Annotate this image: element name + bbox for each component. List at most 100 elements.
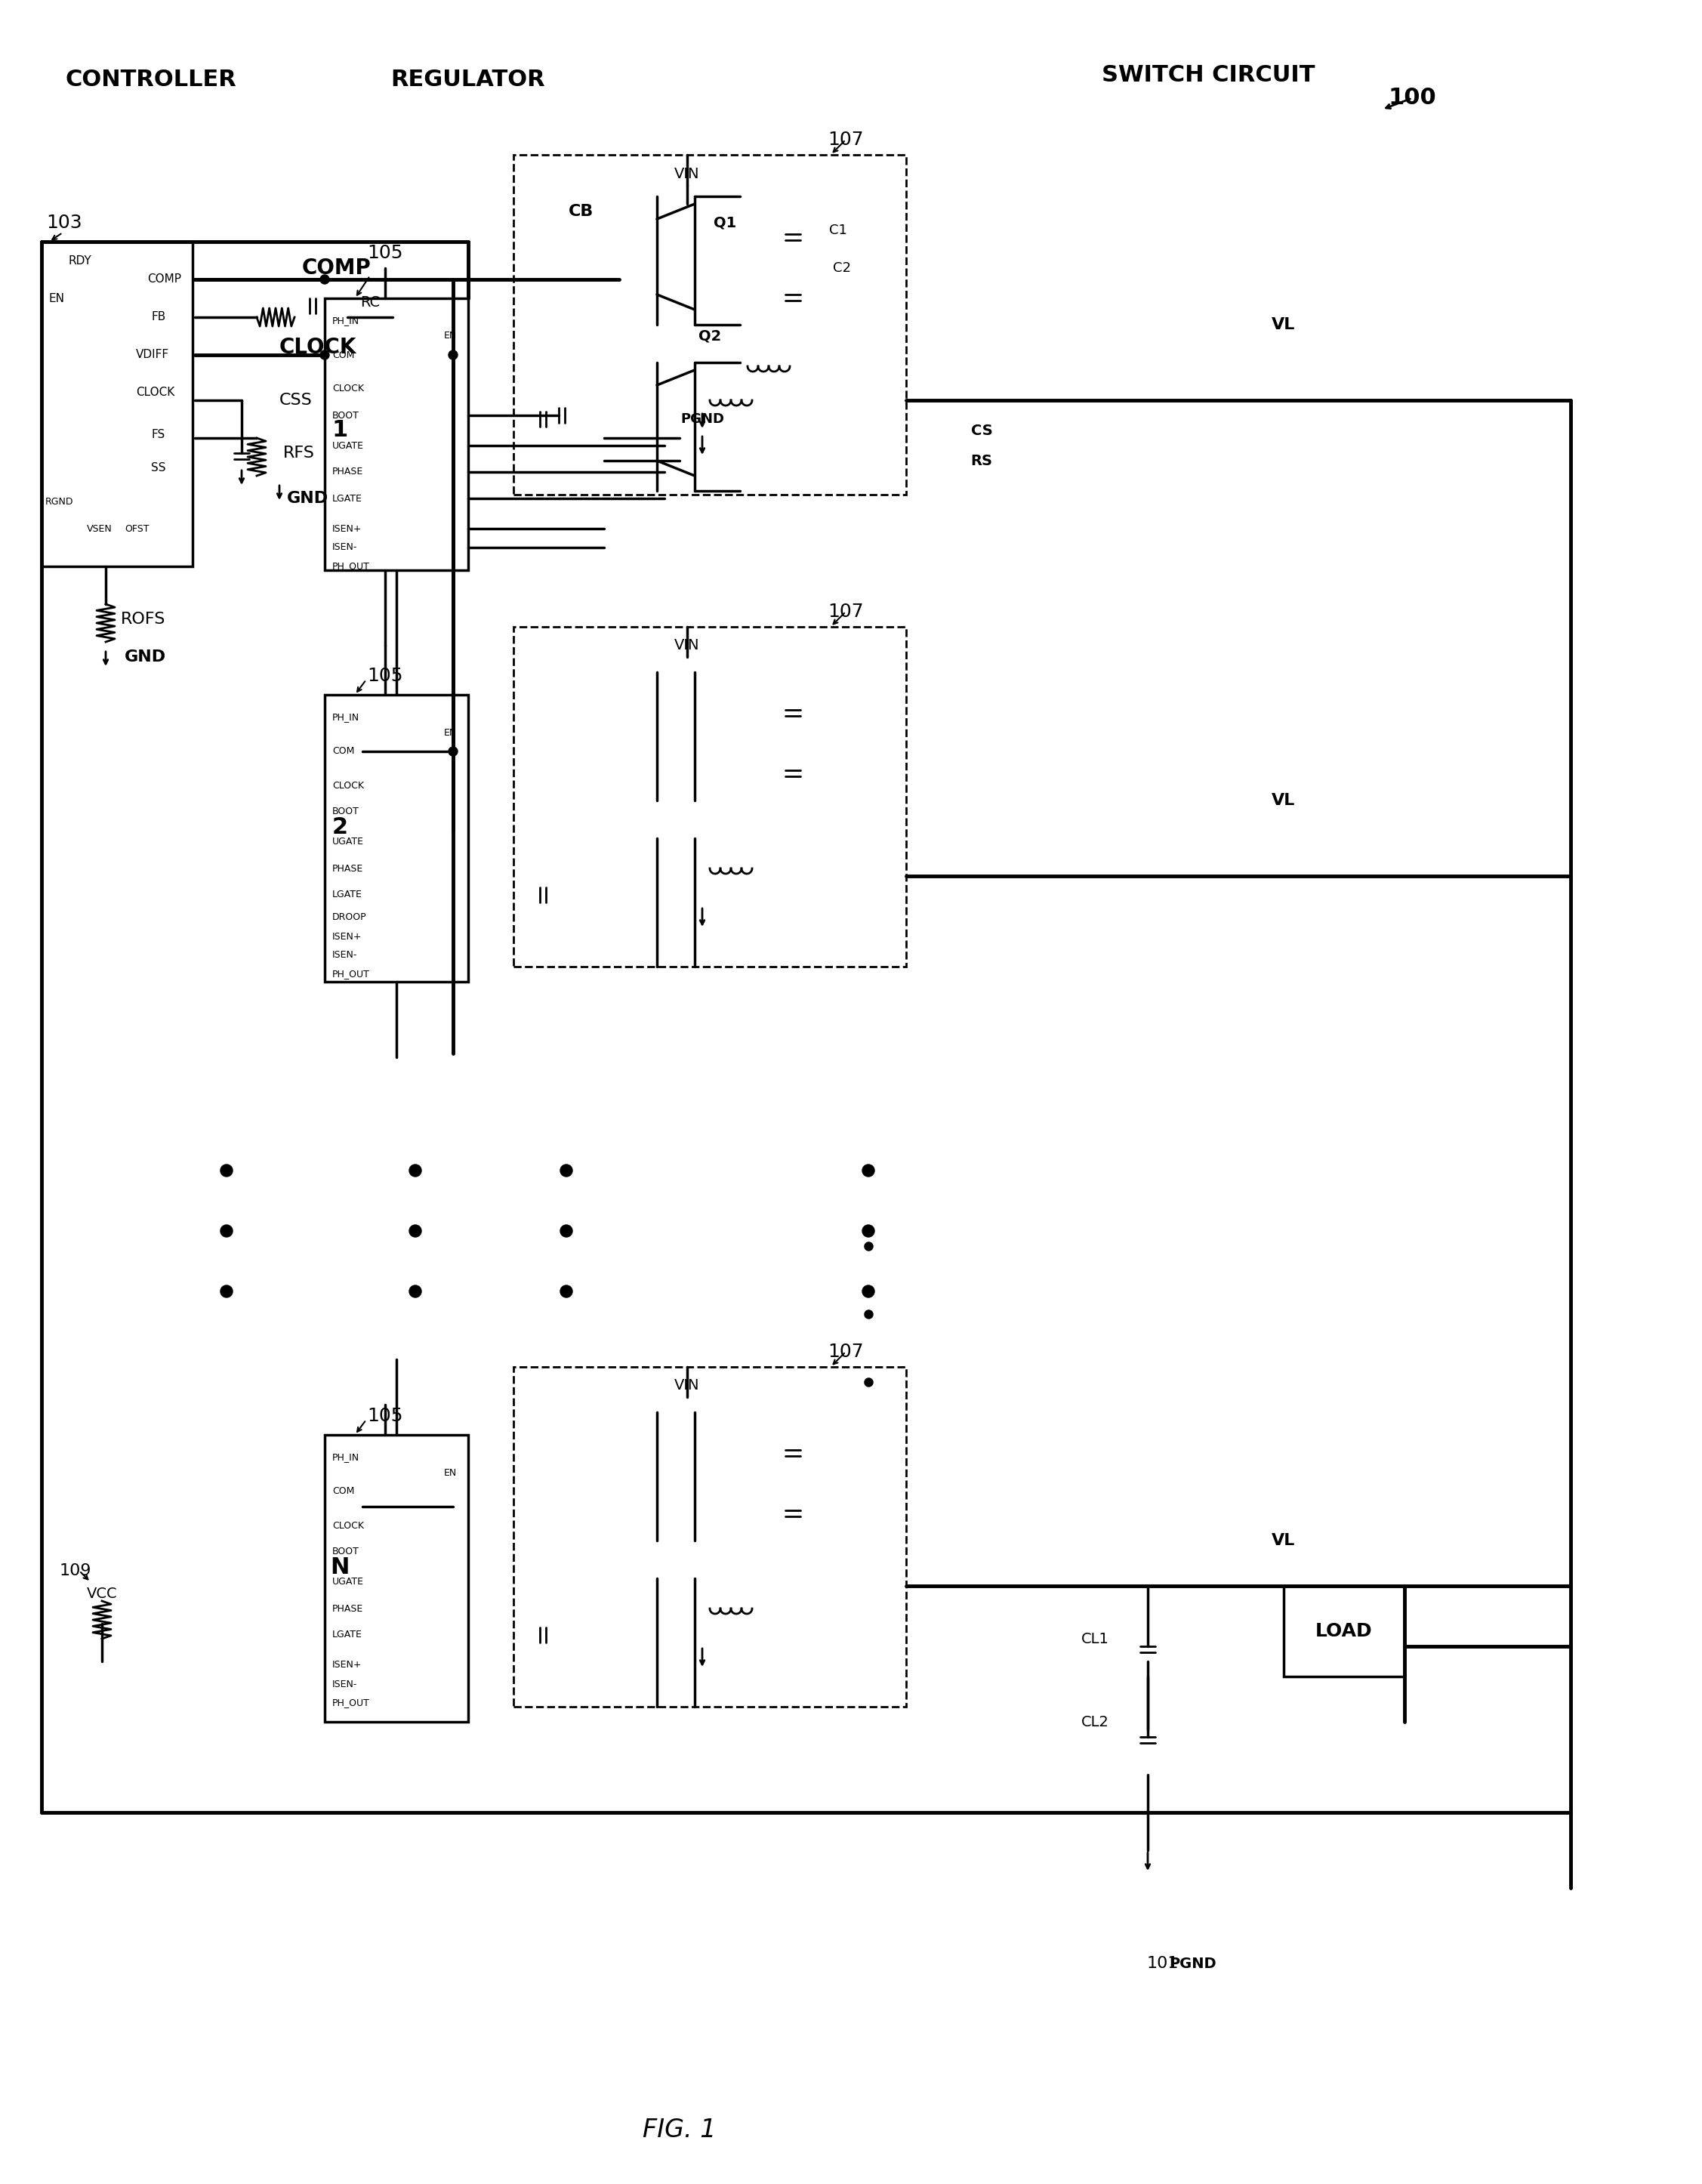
Text: 105: 105 xyxy=(368,245,403,262)
Text: RC: RC xyxy=(361,295,380,310)
Text: VIN: VIN xyxy=(674,166,700,181)
Bar xyxy=(325,695,468,983)
Text: PH_OUT: PH_OUT xyxy=(332,970,369,978)
Text: COMP: COMP xyxy=(301,258,371,280)
Bar xyxy=(41,242,192,566)
Text: PH_OUT: PH_OUT xyxy=(332,561,369,572)
Text: ISEN+: ISEN+ xyxy=(332,524,363,533)
Text: 109: 109 xyxy=(60,1564,92,1579)
Text: VL: VL xyxy=(1271,317,1295,332)
Text: RFS: RFS xyxy=(283,446,315,461)
Text: COM: COM xyxy=(332,1487,354,1496)
Text: CSS: CSS xyxy=(279,393,313,408)
Text: Q1: Q1 xyxy=(713,216,737,229)
Text: ISEN-: ISEN- xyxy=(332,950,357,961)
Circle shape xyxy=(221,1225,233,1236)
Text: SWITCH CIRCUIT: SWITCH CIRCUIT xyxy=(1101,66,1316,87)
Text: C1: C1 xyxy=(829,223,848,238)
Text: 2: 2 xyxy=(332,817,347,839)
Text: REGULATOR: REGULATOR xyxy=(391,68,545,90)
Text: BOOT: BOOT xyxy=(332,806,359,817)
Text: PH_OUT: PH_OUT xyxy=(332,1697,369,1708)
Text: ROFS: ROFS xyxy=(121,612,165,627)
Text: LGATE: LGATE xyxy=(332,1629,363,1640)
Text: VL: VL xyxy=(1271,793,1295,808)
Text: 101: 101 xyxy=(1147,1957,1179,1970)
Text: VCC: VCC xyxy=(87,1586,117,1601)
Text: EN: EN xyxy=(49,293,65,304)
Circle shape xyxy=(221,1286,233,1297)
Text: CL2: CL2 xyxy=(1081,1714,1108,1730)
Text: FB: FB xyxy=(151,312,165,323)
Text: PHASE: PHASE xyxy=(332,863,364,874)
Bar xyxy=(325,1435,468,1721)
Text: 100: 100 xyxy=(1387,87,1436,109)
Circle shape xyxy=(449,747,458,756)
Circle shape xyxy=(863,1164,875,1177)
Text: GND: GND xyxy=(288,491,328,507)
Text: CB: CB xyxy=(568,203,594,218)
Text: CLOCK: CLOCK xyxy=(332,780,364,791)
Text: CS: CS xyxy=(970,424,992,437)
Text: LGATE: LGATE xyxy=(332,891,363,900)
Text: Q2: Q2 xyxy=(698,330,722,343)
Text: CLOCK: CLOCK xyxy=(279,336,357,358)
Bar xyxy=(514,1367,905,1706)
Text: UGATE: UGATE xyxy=(332,836,364,847)
Text: SS: SS xyxy=(151,463,165,474)
Text: OFST: OFST xyxy=(124,524,150,533)
Text: ISEN-: ISEN- xyxy=(332,1679,357,1688)
Text: COM: COM xyxy=(332,747,354,756)
Text: PGND: PGND xyxy=(681,413,723,426)
Text: CONTROLLER: CONTROLLER xyxy=(65,68,237,90)
Text: LOAD: LOAD xyxy=(1316,1623,1372,1640)
Text: FS: FS xyxy=(151,428,165,439)
Text: 107: 107 xyxy=(827,1343,863,1361)
Text: PH_IN: PH_IN xyxy=(332,317,359,325)
Text: 107: 107 xyxy=(827,603,863,620)
Bar xyxy=(514,627,905,968)
Text: ISEN-: ISEN- xyxy=(332,542,357,553)
Text: VIN: VIN xyxy=(674,1378,700,1393)
Text: EN: EN xyxy=(444,727,456,738)
Text: UGATE: UGATE xyxy=(332,1577,364,1588)
Text: RS: RS xyxy=(970,454,992,467)
Circle shape xyxy=(449,349,458,360)
Text: CL1: CL1 xyxy=(1081,1631,1108,1647)
Bar xyxy=(1283,1586,1404,1677)
Text: COMP: COMP xyxy=(148,273,180,286)
Text: RGND: RGND xyxy=(46,498,73,507)
Circle shape xyxy=(863,1225,875,1236)
Text: EN: EN xyxy=(444,332,456,341)
Text: PHASE: PHASE xyxy=(332,1603,364,1614)
Text: PH_IN: PH_IN xyxy=(332,1452,359,1463)
Text: CLOCK: CLOCK xyxy=(136,387,175,397)
Text: ISEN+: ISEN+ xyxy=(332,933,363,941)
Text: 107: 107 xyxy=(827,131,863,149)
Text: PGND: PGND xyxy=(1169,1957,1217,1970)
Text: VDIFF: VDIFF xyxy=(136,349,168,360)
Text: DROOP: DROOP xyxy=(332,913,366,922)
Text: FIG. 1: FIG. 1 xyxy=(643,2116,717,2143)
Text: EN: EN xyxy=(444,1468,456,1479)
Text: CLOCK: CLOCK xyxy=(332,384,364,393)
Text: RDY: RDY xyxy=(68,256,92,266)
Circle shape xyxy=(408,1225,422,1236)
Text: COM: COM xyxy=(332,349,354,360)
Circle shape xyxy=(320,349,328,360)
Bar xyxy=(514,155,905,494)
Text: CLOCK: CLOCK xyxy=(332,1520,364,1531)
Circle shape xyxy=(408,1286,422,1297)
Text: ISEN+: ISEN+ xyxy=(332,1660,363,1671)
Circle shape xyxy=(560,1225,572,1236)
Circle shape xyxy=(863,1286,875,1297)
Circle shape xyxy=(221,1164,233,1177)
Text: GND: GND xyxy=(124,649,167,664)
Circle shape xyxy=(560,1286,572,1297)
Text: 103: 103 xyxy=(46,214,82,232)
Text: UGATE: UGATE xyxy=(332,441,364,450)
Text: 105: 105 xyxy=(368,666,403,686)
Text: C2: C2 xyxy=(832,262,851,275)
Text: BOOT: BOOT xyxy=(332,1546,359,1557)
Circle shape xyxy=(320,275,328,284)
